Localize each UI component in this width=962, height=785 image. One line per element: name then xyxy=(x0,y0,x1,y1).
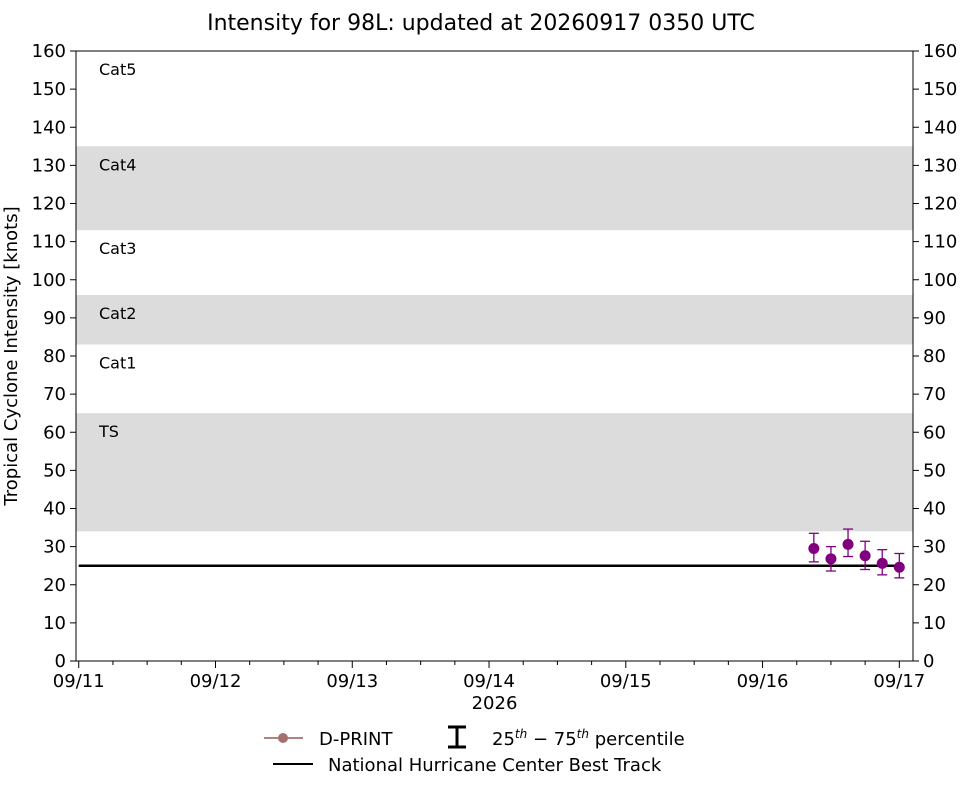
y-tick-label-right: 130 xyxy=(923,155,957,176)
x-tick-label: 09/12 xyxy=(190,671,242,692)
plot-frame xyxy=(75,50,914,662)
y-tick-label-right: 10 xyxy=(923,613,946,634)
y-tick-label-left: 40 xyxy=(43,499,66,520)
y-tick-label-right: 90 xyxy=(923,308,946,329)
legend-best-track-label: National Hurricane Center Best Track xyxy=(328,755,662,776)
legend-percentile-label-part: th xyxy=(515,727,527,741)
dprint-point xyxy=(893,561,905,573)
band-cat4 xyxy=(76,146,913,231)
y-tick-label-right: 60 xyxy=(923,422,946,443)
y-tick-label-right: 30 xyxy=(923,537,946,558)
legend-percentile-label-part: − 75 xyxy=(527,729,576,750)
series-layer xyxy=(78,528,905,579)
y-tick-label-right: 110 xyxy=(923,232,957,253)
legend-percentile-label-part: percentile xyxy=(589,729,685,750)
band-label-cat4: Cat4 xyxy=(99,155,136,174)
y-tick-label-right: 40 xyxy=(923,499,946,520)
band-label-ts: TS xyxy=(98,422,119,441)
dprint-point xyxy=(808,543,820,555)
band-ts xyxy=(76,413,913,532)
y-tick-label-left: 110 xyxy=(32,232,66,253)
legend-percentile-label: 25th − 75th percentile xyxy=(492,727,685,750)
y-tick-label-left: 130 xyxy=(32,155,66,176)
y-axis-label: Tropical Cyclone Intensity [knots] xyxy=(1,206,22,506)
y-tick-label-left: 20 xyxy=(43,575,66,596)
y-tick-label-right: 50 xyxy=(923,460,946,481)
y-tick-label-left: 100 xyxy=(32,270,66,291)
y-tick-label-right: 150 xyxy=(923,79,957,100)
category-band-labels: TS Cat1 Cat2 Cat3 Cat4 Cat5 xyxy=(98,60,136,441)
dprint-point-group xyxy=(825,545,837,572)
y-tick-label-left: 150 xyxy=(32,79,66,100)
dprint-point xyxy=(876,557,888,569)
y-axis-left: 0 10 20 30 40 50 60 70 80 90 100 110 120 130 140 150 160 xyxy=(32,41,76,672)
y-tick-label-right: 70 xyxy=(923,384,946,405)
category-bands xyxy=(76,146,913,532)
y-tick-label-right: 100 xyxy=(923,270,957,291)
dprint-point xyxy=(859,550,871,562)
y-tick-label-right: 140 xyxy=(923,117,957,138)
y-tick-label-left: 90 xyxy=(43,308,66,329)
band-cat2 xyxy=(76,295,913,345)
y-tick-label-left: 70 xyxy=(43,384,66,405)
y-tick-label-right: 20 xyxy=(923,575,946,596)
y-tick-label-right: 0 xyxy=(923,651,934,672)
dprint-point-group xyxy=(842,528,854,558)
y-tick-label-right: 80 xyxy=(923,346,946,367)
band-label-cat2: Cat2 xyxy=(99,304,136,323)
band-label-cat5: Cat5 xyxy=(99,60,136,79)
y-tick-label-left: 80 xyxy=(43,346,66,367)
legend-percentile-label-part: 25 xyxy=(492,729,515,750)
legend-percentile-label-part: th xyxy=(577,727,589,741)
legend-dprint-label: D-PRINT xyxy=(319,729,393,750)
y-tick-label-left: 10 xyxy=(43,613,66,634)
y-tick-label-left: 30 xyxy=(43,537,66,558)
y-tick-label-right: 160 xyxy=(923,41,957,62)
band-label-cat1: Cat1 xyxy=(99,354,136,373)
dprint-point-group xyxy=(876,549,888,576)
dprint-point-group xyxy=(859,540,871,571)
dprint-point-group xyxy=(808,532,820,563)
x-axis-label: 2026 xyxy=(472,693,518,714)
band-label-cat3: Cat3 xyxy=(99,239,136,258)
y-tick-label-right: 120 xyxy=(923,194,957,215)
dprint-point-group xyxy=(893,552,905,579)
y-axis-right: 0 10 20 30 40 50 60 70 80 90 100 110 120 130 140 150 160 xyxy=(913,41,957,672)
y-tick-label-left: 120 xyxy=(32,194,66,215)
legend-dprint-marker xyxy=(278,733,288,743)
y-tick-label-left: 140 xyxy=(32,117,66,138)
x-tick-label: 09/14 xyxy=(463,671,515,692)
x-tick-label: 09/13 xyxy=(326,671,378,692)
y-tick-label-left: 60 xyxy=(43,422,66,443)
x-tick-label: 09/11 xyxy=(53,671,105,692)
x-tick-label: 09/15 xyxy=(600,671,652,692)
x-tick-label: 09/17 xyxy=(873,671,925,692)
x-tick-label: 09/16 xyxy=(737,671,789,692)
y-tick-label-left: 160 xyxy=(32,41,66,62)
chart-title: Intensity for 98L: updated at 20260917 0… xyxy=(207,11,755,36)
dprint-point xyxy=(842,538,854,550)
dprint-point xyxy=(825,553,837,565)
x-axis: 09/11 09/12 09/13 09/14 09/15 09/16 09/17 xyxy=(53,661,925,692)
y-tick-label-left: 0 xyxy=(55,651,66,672)
y-tick-label-left: 50 xyxy=(43,460,66,481)
